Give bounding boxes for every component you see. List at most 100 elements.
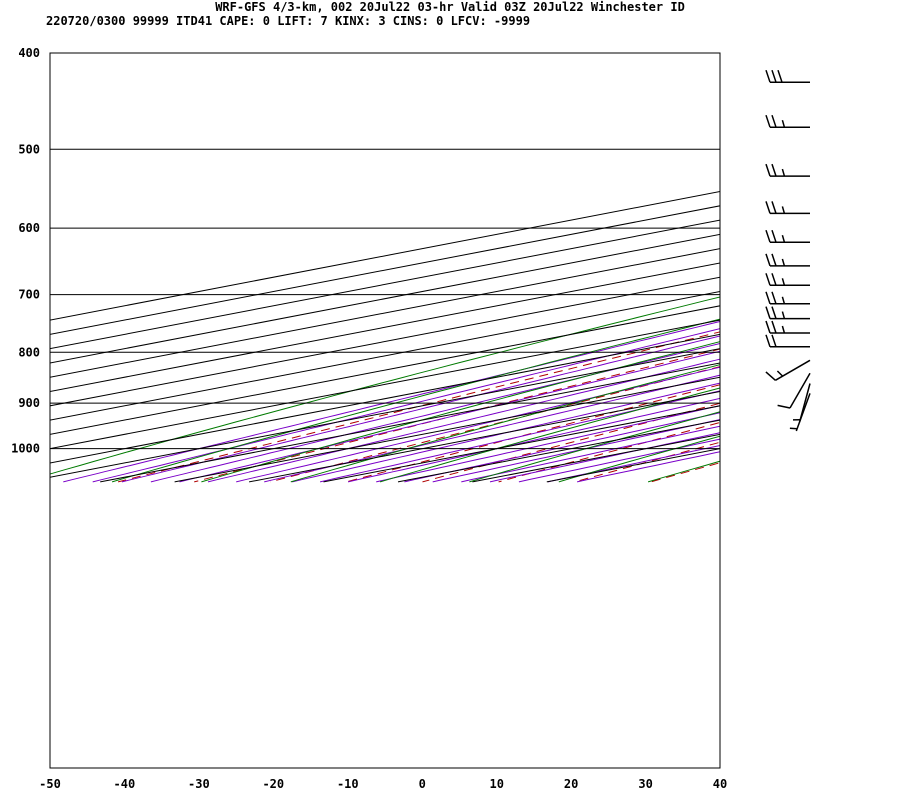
x-tick-label: -40 bbox=[114, 777, 136, 791]
wind-barbs bbox=[765, 69, 811, 432]
wind-barb bbox=[765, 201, 810, 215]
wind-barb-feather bbox=[765, 69, 771, 83]
y-tick-label: 500 bbox=[18, 142, 40, 156]
mixing-ratio-line bbox=[50, 296, 720, 475]
chart-subtitle: 220720/0300 99999 ITD41 CAPE: 0 LIFT: 7 … bbox=[46, 14, 530, 28]
moist-adiabat bbox=[92, 328, 720, 483]
wind-barb-half-feather bbox=[781, 234, 786, 243]
moist-adiabat bbox=[63, 320, 720, 483]
moist-adiabat bbox=[207, 358, 720, 483]
wind-barb-half-feather bbox=[776, 370, 784, 377]
dry-adiabat bbox=[879, 31, 900, 482]
moist-adiabat bbox=[150, 342, 720, 483]
x-tick-label: 10 bbox=[489, 777, 503, 791]
wind-barb-feather bbox=[765, 306, 771, 319]
isotherm-gridline bbox=[50, 319, 720, 450]
x-axis: -50 -40 -30 -20 -10 0 10 20 30 40 bbox=[39, 777, 727, 791]
wind-barb-half-feather bbox=[781, 206, 786, 214]
isotherm-gridline bbox=[50, 219, 720, 350]
mixing-ratio-line bbox=[111, 318, 720, 483]
wind-barb bbox=[765, 291, 810, 305]
mixing-ratio-line bbox=[827, 31, 900, 482]
wind-barb-feather bbox=[765, 371, 776, 381]
wind-barb bbox=[765, 306, 810, 320]
plot-frame bbox=[49, 52, 721, 769]
wind-barb-half-feather bbox=[781, 296, 786, 305]
grid-lines bbox=[50, 53, 720, 483]
y-axis: 400 500 600 700 800 900 1000 bbox=[11, 46, 40, 456]
dry-adiabat bbox=[117, 331, 720, 483]
wind-barb-feather bbox=[771, 69, 777, 83]
isotherm-gridline bbox=[249, 391, 720, 483]
wind-barb-feather bbox=[771, 114, 777, 128]
moist-adiabat bbox=[236, 366, 720, 483]
wind-barb bbox=[765, 320, 810, 334]
wind-barb bbox=[765, 229, 810, 243]
isotherm-gridline bbox=[100, 362, 720, 483]
wind-barb-feather bbox=[765, 229, 771, 243]
isotherm-gridline bbox=[50, 348, 720, 478]
mixing-ratio-line bbox=[290, 364, 720, 483]
x-tick-label: -10 bbox=[337, 777, 359, 791]
wind-barb-feather bbox=[777, 404, 791, 409]
wind-barb-feather bbox=[765, 291, 771, 305]
wind-barb-feather bbox=[777, 69, 783, 83]
wind-barb-staff bbox=[775, 359, 811, 381]
y-tick-label: 400 bbox=[18, 46, 40, 60]
wind-barb bbox=[789, 393, 811, 432]
dry-adiabat bbox=[498, 421, 720, 483]
moist-adiabat bbox=[432, 419, 720, 483]
x-tick-label: 40 bbox=[713, 777, 727, 791]
wind-barb-half-feather bbox=[781, 325, 786, 334]
wind-barb-feather bbox=[771, 334, 777, 348]
moist-adiabat bbox=[376, 405, 720, 483]
y-tick-label: 900 bbox=[18, 396, 40, 410]
moist-adiabat bbox=[264, 374, 720, 483]
wind-barb-feather bbox=[765, 273, 771, 286]
dry-adiabat bbox=[803, 31, 900, 482]
x-tick-label: 30 bbox=[638, 777, 652, 791]
wind-barb bbox=[765, 163, 810, 177]
wind-barb bbox=[765, 273, 810, 287]
isotherm-gridline bbox=[323, 405, 720, 483]
wind-barb-feather bbox=[771, 306, 777, 319]
background-lines bbox=[50, 31, 900, 483]
wind-barb-feather bbox=[765, 201, 771, 214]
isotherm-gridline bbox=[50, 233, 720, 364]
wind-barb-staff bbox=[795, 393, 811, 432]
isotherm-gridline bbox=[50, 205, 720, 335]
wind-barb-feather bbox=[771, 163, 777, 177]
wind-barb bbox=[765, 114, 810, 128]
x-tick-label: -20 bbox=[262, 777, 284, 791]
wind-barb-feather bbox=[771, 229, 777, 243]
moist-adiabat bbox=[319, 390, 720, 483]
moist-adiabat bbox=[121, 335, 720, 483]
moist-adiabat bbox=[461, 425, 720, 483]
wind-barb-half-feather bbox=[781, 278, 786, 286]
isotherm-gridline bbox=[50, 191, 720, 321]
wind-barb-feather bbox=[765, 163, 771, 177]
x-tick-label: 20 bbox=[564, 777, 578, 791]
y-tick-label: 600 bbox=[18, 221, 40, 235]
wind-barb-feather bbox=[765, 320, 771, 334]
wind-barb-feather bbox=[765, 253, 771, 267]
wind-barb-feather bbox=[771, 320, 777, 334]
wind-barb bbox=[777, 372, 811, 409]
wind-barb-feather bbox=[771, 291, 777, 305]
dry-adiabat bbox=[727, 31, 900, 482]
chart-title: WRF-GFS 4/3-km, 002 20Jul22 03-hr Valid … bbox=[215, 0, 685, 14]
wind-barb-feather bbox=[771, 273, 777, 286]
mixing-ratio-line bbox=[201, 341, 720, 483]
x-tick-label: -50 bbox=[39, 777, 61, 791]
mixing-ratio-line bbox=[737, 31, 900, 482]
moist-adiabat bbox=[179, 350, 720, 483]
isotherm-gridline bbox=[50, 333, 720, 464]
moist-adiabat bbox=[347, 397, 720, 483]
wind-barb-half-feather bbox=[781, 258, 786, 267]
wind-barb-feather bbox=[765, 334, 771, 348]
y-tick-label: 1000 bbox=[11, 442, 40, 456]
mixing-ratio-line bbox=[469, 411, 720, 483]
wind-barb bbox=[765, 253, 810, 267]
wind-barb-half-feather bbox=[781, 311, 786, 319]
